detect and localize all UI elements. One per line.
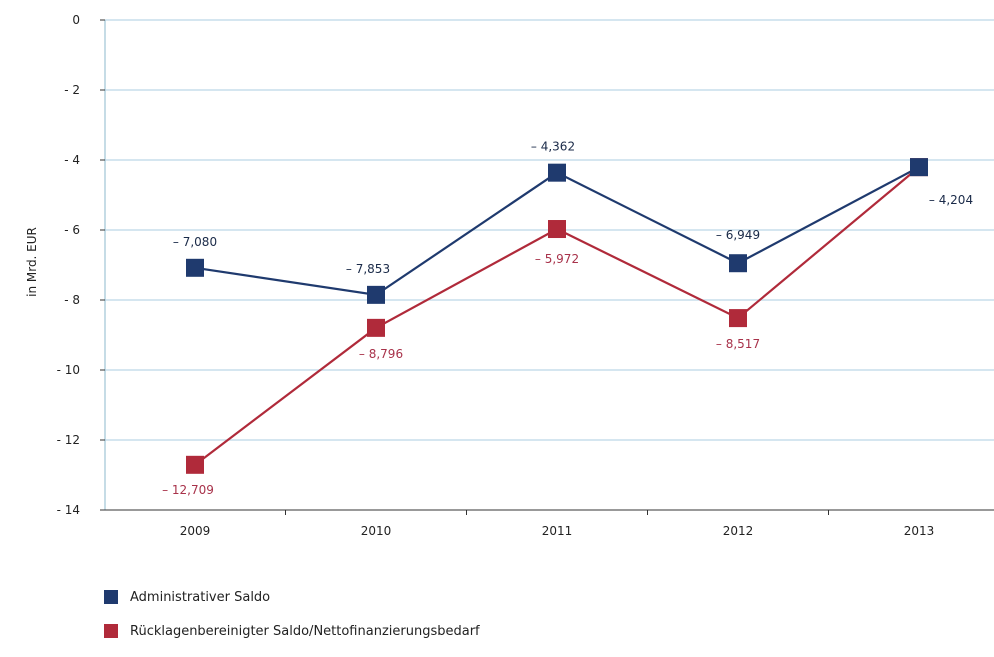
data-label: – 7,853 [346, 262, 390, 276]
y-axis-title: in Mrd. EUR [25, 227, 39, 297]
data-point [910, 158, 928, 177]
y-tick-label: - 8 [64, 293, 80, 307]
data-label: – 7,080 [173, 235, 217, 249]
data-label: – 4,204 [929, 193, 973, 207]
x-tick-label: 2009 [180, 524, 211, 538]
data-point [186, 258, 204, 277]
y-tick-label: - 2 [64, 83, 80, 97]
y-tick-label: - 6 [64, 223, 80, 237]
data-point [548, 220, 566, 239]
x-axis-ticks: 2009 2010 2011 2012 2013 [180, 510, 935, 538]
x-tick-label: 2012 [723, 524, 754, 538]
gridlines [105, 19, 994, 441]
y-tick-label: - 10 [57, 363, 80, 377]
y-tick-label: - 14 [57, 503, 80, 517]
legend-swatch-red [104, 624, 118, 638]
data-label: – 12,709 [162, 483, 214, 497]
series-points [186, 158, 928, 474]
data-point [729, 254, 747, 273]
legend-swatch-blue [104, 590, 118, 604]
legend-item-ruecklagenbereinigter-saldo: Rücklagenbereinigter Saldo/Nettofinanzie… [104, 623, 480, 639]
data-point [367, 285, 385, 304]
series-line-1 [194, 166, 920, 466]
data-label: – 5,972 [535, 252, 579, 266]
data-point [186, 455, 204, 474]
legend: Administrativer Saldo Rücklagenbereinigt… [104, 589, 480, 657]
y-tick-label: - 12 [57, 433, 80, 447]
x-tick-label: 2010 [361, 524, 392, 538]
data-point [729, 309, 747, 328]
series-lines [194, 166, 920, 466]
data-label: – 8,517 [716, 337, 760, 351]
data-point [548, 163, 566, 182]
data-labels: – 12,709 – 8,796 – 5,972 – 8,517 – 7,080 – 7,… [162, 140, 973, 497]
data-label: – 8,796 [359, 347, 403, 361]
axes [104, 20, 994, 511]
legend-label: Administrativer Saldo [130, 589, 271, 605]
y-tick-label: - 4 [64, 153, 80, 167]
data-point [367, 318, 385, 337]
legend-label: Rücklagenbereinigter Saldo/Nettofinanzie… [130, 623, 480, 639]
data-label: – 6,949 [716, 228, 760, 242]
x-tick-label: 2011 [542, 524, 573, 538]
y-tick-label: 0 [72, 13, 80, 27]
x-tick-label: 2013 [904, 524, 935, 538]
legend-item-administrativer-saldo: Administrativer Saldo [104, 589, 480, 605]
y-axis-ticks: 0 - 2 - 4 - 6 - 8 - 10 - 12 - 14 [57, 13, 105, 517]
data-label: – 4,362 [531, 140, 575, 154]
